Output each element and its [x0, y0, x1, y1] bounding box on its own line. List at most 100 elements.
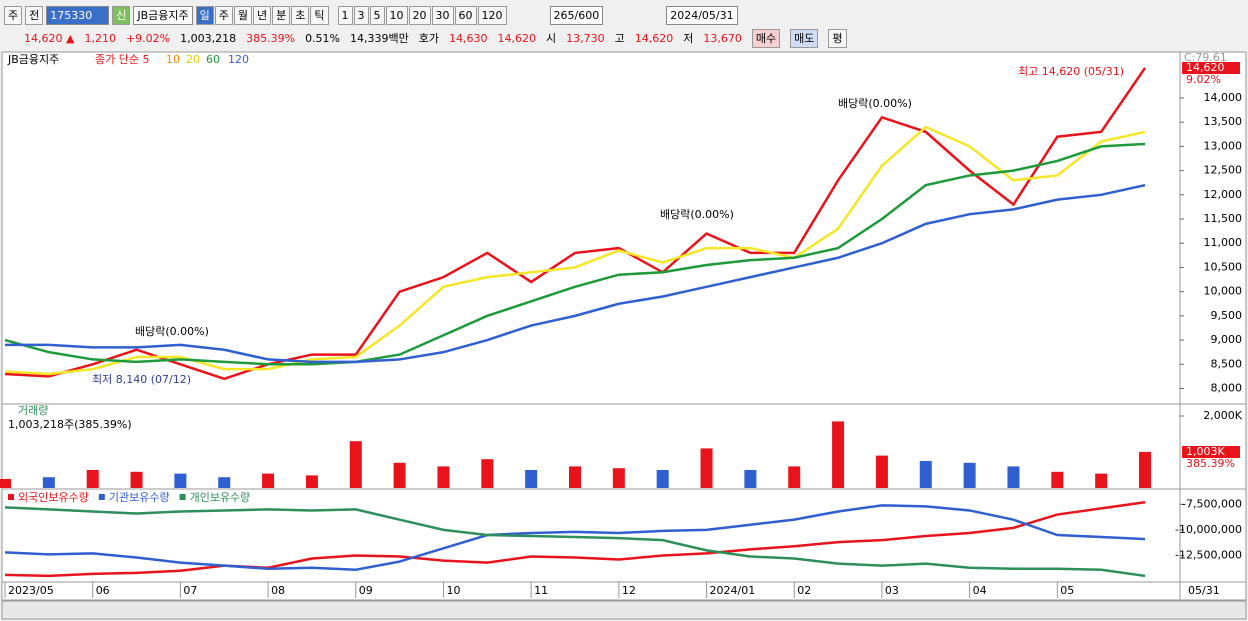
period-tab[interactable]: 초 — [291, 5, 310, 25]
prev-button[interactable]: 전 — [25, 5, 44, 25]
annotation: 최고 14,620 (05/31) — [1018, 65, 1124, 78]
volume-bar — [656, 470, 669, 488]
x-tick-label: 03 — [885, 584, 899, 597]
price: 14,620 ▲ — [24, 31, 75, 45]
interval-button[interactable]: 3 — [353, 5, 369, 25]
period-tab[interactable]: 틱 — [310, 5, 329, 25]
end-date: 05/31 — [1188, 584, 1220, 597]
legend-name: JB금융지주 — [7, 53, 59, 66]
y-tick-label: 13,000 — [1204, 139, 1243, 152]
y-tick-label: 10,000 — [1204, 285, 1243, 298]
y-tick-label: 8,500 — [1211, 357, 1243, 370]
date-input[interactable]: 2024/05/31 — [666, 5, 738, 25]
annotation: 최저 8,140 (07/12) — [92, 373, 191, 386]
open-label: 시 — [546, 32, 557, 45]
change: 1,210 — [84, 31, 116, 45]
volume-bar — [218, 477, 231, 488]
interval-button[interactable]: 30 — [431, 5, 454, 25]
annotation: 배당락(0.00%) — [838, 97, 912, 110]
interval-button[interactable]: 60 — [454, 5, 477, 25]
legend-ma: 60 — [206, 53, 220, 66]
buy-button[interactable]: 매수 — [751, 28, 781, 48]
volume-tag: 1,003K — [1186, 445, 1225, 458]
stock-name: JB금융지주 — [133, 5, 193, 25]
series-line — [4, 506, 1146, 578]
series-line — [5, 183, 1146, 364]
interval-button[interactable]: 10 — [385, 5, 408, 25]
volume-bar — [1139, 451, 1151, 488]
c-value: C:79.61 — [1184, 51, 1227, 64]
volume-bar — [174, 473, 187, 488]
volume-bar — [919, 461, 932, 488]
y-tick-label: 13,500 — [1204, 115, 1243, 128]
y-tick-label: 14,000 — [1204, 91, 1243, 104]
volume-bar — [569, 466, 581, 488]
volume-bar — [393, 462, 406, 488]
y-tick-label: 8,000 — [1211, 381, 1243, 394]
legend-swatch — [8, 494, 14, 500]
period-tab[interactable]: 일 — [195, 5, 214, 25]
volume-bar — [481, 459, 494, 488]
x-tick-label: 11 — [534, 584, 548, 597]
turnover: 0.51% — [305, 31, 341, 45]
volume-title: 거래량 — [18, 404, 48, 417]
x-tick-label: 02 — [797, 584, 811, 597]
volume-bar — [130, 471, 143, 488]
period-tab[interactable]: 년 — [253, 5, 272, 25]
series-line — [4, 501, 1146, 578]
volume-bar — [262, 473, 275, 488]
code-input[interactable]: 175330 — [46, 5, 110, 25]
y-tick-label: 12,500 — [1204, 164, 1243, 177]
info-bar: 14,620 ▲ 1,210 +9.02% 1,003,218 385.39% … — [0, 28, 1248, 48]
open: 13,730 — [566, 31, 605, 45]
series-line — [4, 67, 1147, 381]
legend-label: 개인보유수량 — [190, 491, 251, 504]
ask-label: 호가 — [418, 32, 439, 45]
high-label: 고 — [614, 32, 625, 45]
volume-bar — [788, 466, 801, 488]
series-line — [4, 504, 1146, 572]
x-tick-label: 07 — [183, 584, 197, 597]
legend-label: 외국인보유수량 — [18, 491, 89, 504]
y-tick-label: 11,500 — [1204, 212, 1243, 225]
volume-bar — [437, 466, 450, 488]
period-tab[interactable]: 분 — [272, 5, 291, 25]
y-tick-label: 2,000K — [1203, 409, 1242, 422]
high: 14,620 — [634, 31, 674, 45]
legend-ma: 20 — [186, 53, 200, 66]
annotation: 배당락(0.00%) — [660, 208, 734, 221]
legend-ma: 10 — [166, 53, 180, 66]
sell-button[interactable]: 매도 — [790, 28, 819, 48]
annotation: 배당락(0.00%) — [135, 325, 209, 338]
x-tick-label: 06 — [96, 584, 110, 597]
volume-bar — [1095, 473, 1108, 488]
y-tick-label: 10,500 — [1204, 260, 1243, 273]
y-tick-label: 11,000 — [1204, 236, 1243, 249]
period-button[interactable]: 주 — [4, 5, 23, 25]
period-tab[interactable]: 주 — [214, 5, 233, 25]
avg-button[interactable]: 평 — [828, 28, 847, 48]
x-tick-label: 09 — [359, 584, 373, 597]
volume-bar — [832, 421, 845, 488]
legend-label: 기관보유수량 — [109, 491, 170, 504]
interval-button[interactable]: 20 — [408, 5, 431, 25]
x-tick-label: 05 — [1060, 584, 1074, 597]
volume-bar — [963, 462, 976, 488]
interval-button[interactable]: 5 — [369, 5, 385, 25]
legend-swatch — [98, 494, 105, 500]
y-tick-label: -12,500,000 — [1175, 548, 1242, 561]
count: 265/600 — [549, 5, 604, 25]
y-tick-label: 9,500 — [1211, 309, 1243, 322]
volume: 1,003,218 — [180, 31, 237, 45]
volume-bar — [86, 470, 99, 488]
rate-tag: 9.02% — [1186, 73, 1221, 86]
legend-ma: 120 — [228, 53, 249, 66]
interval-button[interactable]: 1 — [337, 5, 353, 25]
period-tab[interactable]: 월 — [233, 5, 253, 25]
y-tick-label: -10,000,000 — [1175, 523, 1242, 536]
interval-button[interactable]: 120 — [477, 5, 507, 25]
x-tick-label: 2024/01 — [710, 584, 756, 597]
amount: 14,339백만 — [350, 32, 409, 45]
legend-ma: 종가 단순 5 — [95, 53, 149, 66]
scrollbar[interactable] — [1, 600, 1247, 620]
